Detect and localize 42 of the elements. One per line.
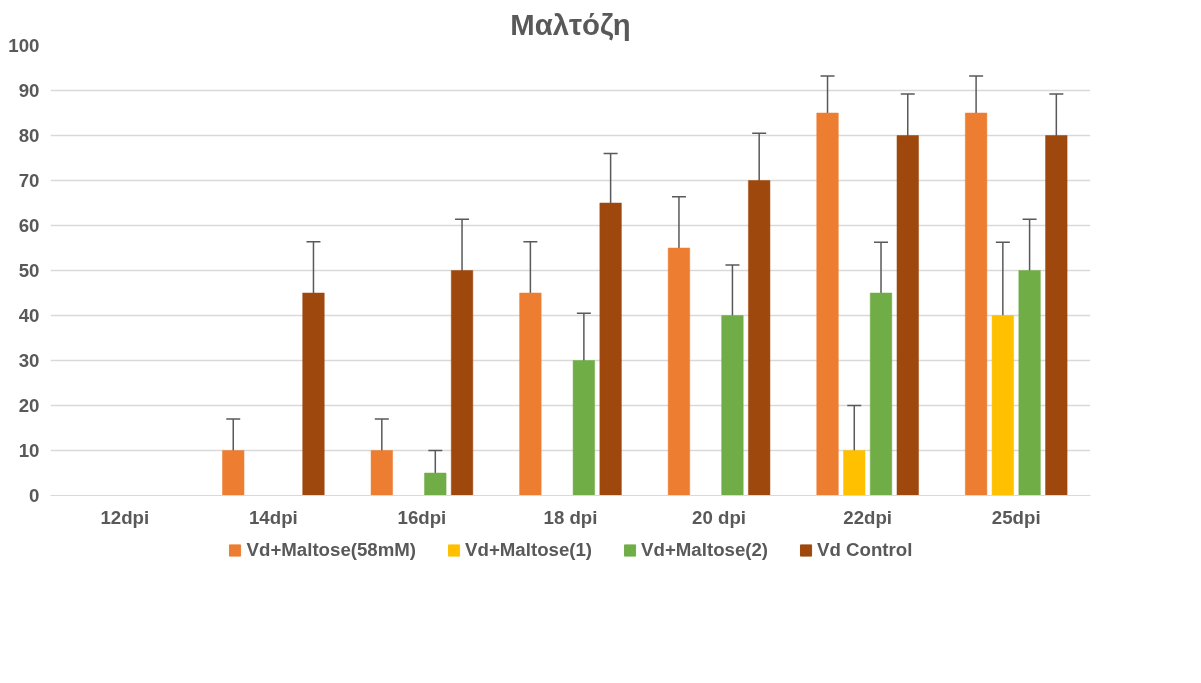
x-tick-label: 20 dpi [692, 506, 747, 528]
bar [519, 292, 542, 496]
bar [965, 112, 988, 496]
bar [748, 180, 771, 496]
x-tick-label: 14dpi [248, 506, 298, 528]
bar [302, 292, 325, 496]
y-tick-label: 70 [18, 170, 40, 191]
y-tick-label: 10 [18, 440, 40, 461]
bar [424, 472, 447, 496]
bar [896, 135, 919, 496]
bar [1045, 135, 1068, 496]
x-tick-label: 18 dpi [543, 506, 598, 528]
bar [599, 202, 622, 496]
x-tick-label: 22dpi [843, 506, 893, 528]
x-tick-label: 16dpi [397, 506, 447, 528]
y-tick-label: 0 [29, 485, 40, 506]
bar [1018, 270, 1041, 496]
legend-label: Vd+Maltose(1) [465, 539, 593, 561]
legend-label: Vd Control [817, 539, 913, 561]
y-tick-label: 40 [18, 305, 40, 326]
legend-label: Vd+Maltose(2) [641, 539, 769, 561]
y-tick-label: 100 [8, 35, 40, 56]
bar [843, 450, 866, 496]
bar [991, 315, 1014, 496]
chart-title: Μαλτόζη [510, 7, 631, 41]
bar [370, 450, 393, 496]
x-tick-label: 25dpi [991, 506, 1041, 528]
x-tick-label: 12dpi [100, 506, 150, 528]
y-tick-label: 60 [18, 215, 40, 236]
bar [721, 315, 744, 496]
bar [572, 360, 595, 496]
bar [816, 112, 839, 496]
y-tick-label: 50 [18, 260, 40, 281]
y-tick-label: 90 [18, 80, 40, 101]
legend-label: Vd+Maltose(58mM) [246, 539, 417, 561]
y-tick-label: 80 [18, 125, 40, 146]
bar [222, 450, 245, 496]
y-tick-label: 30 [18, 350, 40, 371]
bar [869, 292, 893, 496]
bar [667, 247, 690, 496]
bar [451, 270, 474, 496]
y-tick-label: 20 [18, 395, 40, 416]
